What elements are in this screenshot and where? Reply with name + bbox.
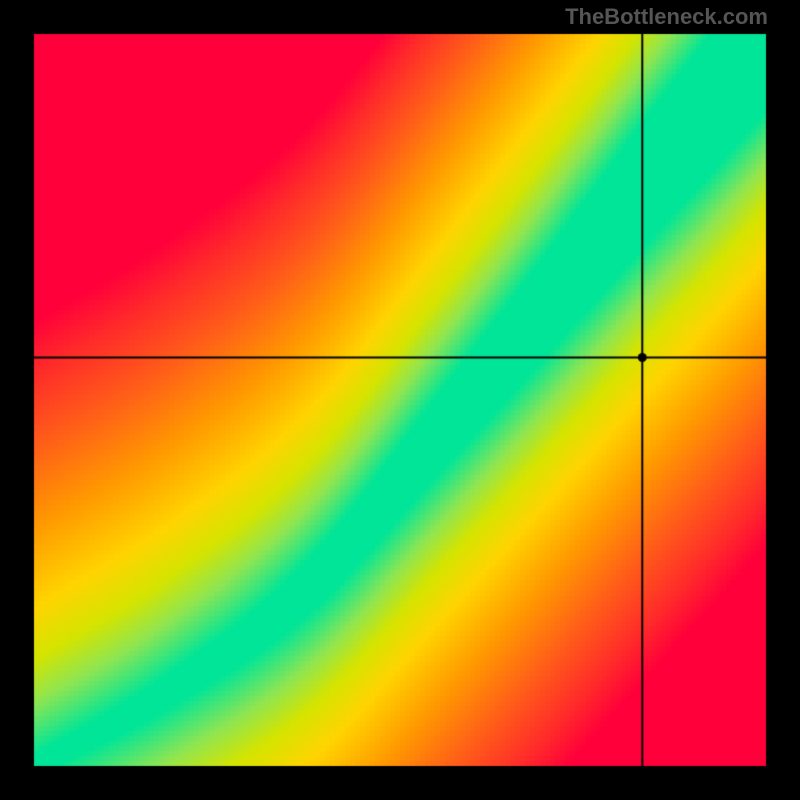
chart-container: TheBottleneck.com — [0, 0, 800, 800]
watermark-text: TheBottleneck.com — [565, 4, 768, 30]
bottleneck-heatmap — [0, 0, 800, 800]
